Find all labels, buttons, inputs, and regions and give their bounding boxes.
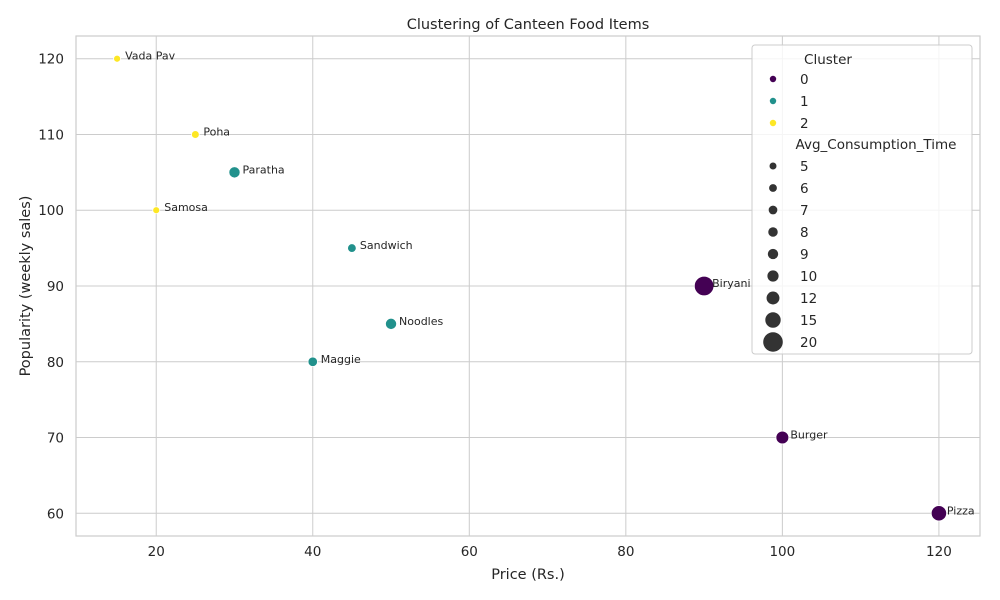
point-label: Biryani [712, 277, 750, 290]
data-point [113, 54, 121, 63]
legend-marker [768, 205, 778, 215]
data-point [307, 356, 318, 367]
y-tick-label: 60 [47, 506, 64, 522]
data-point [191, 130, 200, 139]
x-axis-label: Price (Rs.) [491, 567, 565, 583]
legend-label: 1 [800, 94, 809, 110]
data-points [113, 54, 948, 522]
data-point [228, 166, 241, 179]
y-tick-label: 70 [47, 431, 64, 447]
point-label: Pizza [947, 504, 975, 517]
legend-marker [769, 162, 777, 170]
y-tick-label: 110 [38, 127, 64, 143]
point-label: Samosa [164, 201, 208, 214]
point-label: Poha [203, 125, 230, 138]
legend-label: 5 [800, 159, 809, 175]
legend-label: 12 [800, 291, 817, 307]
legend: Cluster012Avg_Consumption_Time5678910121… [751, 44, 973, 355]
x-tick-label: 40 [304, 544, 321, 560]
x-tick-label: 100 [769, 544, 795, 560]
legend-marker [768, 227, 778, 237]
plot-frame [75, 35, 981, 537]
legend-marker [769, 97, 777, 105]
data-point [347, 243, 357, 253]
chart-title: Clustering of Canteen Food Items [407, 17, 650, 33]
legend-label: 15 [800, 313, 817, 329]
legend-label: 9 [800, 247, 809, 263]
x-tick-label: 60 [461, 544, 478, 560]
legend-label: 7 [800, 203, 809, 219]
legend-label: 20 [800, 335, 817, 351]
y-tick-label: 100 [38, 203, 64, 219]
legend-marker [769, 119, 777, 127]
legend-marker [767, 270, 779, 282]
y-axis-label: Popularity (weekly sales) [18, 196, 34, 377]
legend-marker [763, 332, 783, 352]
point-labels: Vada Pav Poha Paratha Samosa Sandwich Biryani… [125, 50, 975, 518]
legend-label: 2 [800, 116, 809, 132]
data-point [385, 317, 398, 330]
legend-marker [769, 184, 777, 192]
data-point [775, 430, 790, 445]
legend-hue-title: Cluster [804, 52, 852, 68]
legend-size-title: Avg_Consumption_Time [796, 137, 957, 153]
data-point [930, 505, 948, 522]
data-point [693, 275, 715, 297]
y-tick-label: 120 [38, 52, 64, 68]
legend-marker [765, 312, 781, 328]
legend-marker [767, 248, 779, 260]
x-tick-label: 120 [926, 544, 952, 560]
y-tick-label: 80 [47, 355, 64, 371]
point-label: Burger [790, 429, 828, 442]
legend-label: 8 [800, 225, 809, 241]
legend-label: 6 [800, 181, 809, 197]
point-label: Noodles [399, 315, 443, 328]
data-point [152, 206, 161, 215]
y-tick-label: 90 [47, 279, 64, 295]
point-label: Paratha [242, 163, 284, 176]
x-tick-label: 20 [148, 544, 165, 560]
point-label: Vada Pav [125, 50, 176, 63]
legend-box [751, 44, 973, 355]
x-tick-label: 80 [617, 544, 634, 560]
point-label: Sandwich [360, 239, 413, 252]
legend-marker [766, 291, 780, 305]
legend-label: 10 [800, 269, 817, 285]
legend-label: 0 [800, 72, 809, 88]
legend-marker [769, 75, 777, 83]
point-label: Maggie [321, 353, 361, 366]
